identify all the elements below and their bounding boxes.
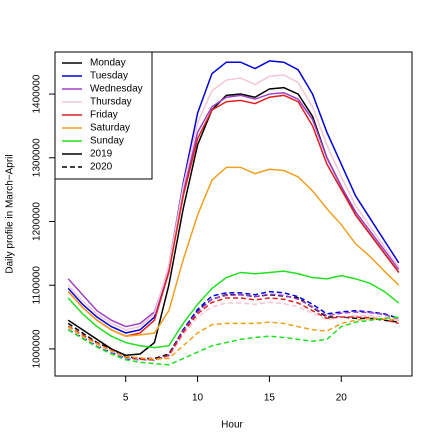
y-tick-label: 1200000 [32,202,43,241]
y-tick-label: 1000000 [32,329,43,368]
series-line [67,316,399,366]
series-line [67,293,400,361]
legend-label: 2019 [90,149,113,160]
y-tick-label: 1400000 [32,74,43,113]
series-line [67,74,400,331]
y-tick-label: 1100000 [32,266,43,305]
series-line [67,166,400,337]
series-line [67,270,400,349]
legend-label: Wednesday [90,84,143,95]
series-line [67,92,400,328]
x-tick-label: 15 [264,393,276,404]
y-tick-label: 1300000 [32,138,43,177]
legend-label: Friday [90,110,118,121]
legend-label: Sunday [90,136,124,147]
plot-frame [54,51,413,377]
legend-label: Monday [90,58,126,69]
x-axis-label: Hour [221,420,243,431]
series-line [67,60,400,334]
legend-label: Thursday [90,97,132,108]
x-tick-label: 5 [123,393,129,404]
series-line [67,317,399,360]
x-tick-label: 10 [192,393,204,404]
legend-label: Saturday [90,123,130,134]
y-axis-label: Daily profile in March−April [5,154,16,273]
series-line [67,290,400,362]
x-tick-label: 20 [336,393,348,404]
legend-label: 2020 [90,162,113,173]
series-line [67,297,399,361]
legend-label: Tuesday [90,71,128,82]
